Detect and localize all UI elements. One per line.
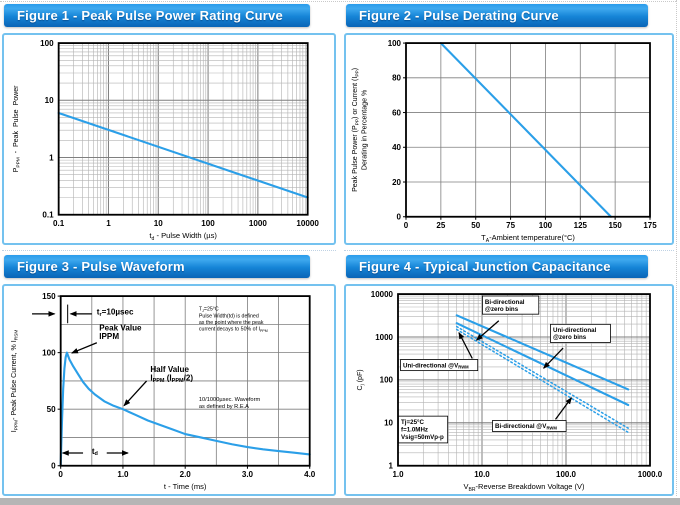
svg-text:1: 1 (389, 462, 394, 471)
svg-text:10.0: 10.0 (474, 470, 490, 479)
svg-text:IPPM- Peak Pulse Current, % IR: IPPM- Peak Pulse Current, % IRSM (11, 330, 20, 433)
svg-text:Pulse Width(td) is defined: Pulse Width(td) is defined (199, 313, 259, 319)
svg-text:100.0: 100.0 (556, 470, 577, 479)
svg-text:IPPM (IPPM/2): IPPM (IPPM/2) (150, 374, 193, 384)
svg-text:td: td (92, 447, 98, 457)
svg-text:150: 150 (608, 221, 622, 230)
svg-text:1000: 1000 (375, 333, 393, 342)
figures-grid: Figure 1 - Peak Pulse Power Rating Curve… (2, 4, 674, 496)
figure-2-title: Figure 2 - Pulse Derating Curve (359, 8, 559, 23)
svg-text:Uni-directional @VRWM: Uni-directional @VRWM (403, 362, 469, 369)
svg-text:tr=10µsec: tr=10µsec (97, 308, 134, 318)
svg-text:4.0: 4.0 (304, 470, 316, 479)
svg-text:Bi-directional @VRWM: Bi-directional @VRWM (495, 423, 557, 430)
svg-text:f=1.0MHz: f=1.0MHz (401, 426, 428, 433)
figure-1-title: Figure 1 - Peak Pulse Power Rating Curve (17, 8, 283, 23)
svg-text:10: 10 (384, 419, 393, 428)
svg-text:TA-Ambient temperature(°C): TA-Ambient temperature(°C) (481, 233, 575, 243)
svg-text:@zero bins: @zero bins (553, 334, 587, 341)
svg-text:as the point where the peak: as the point where the peak (199, 320, 264, 326)
svg-text:10/1000µsec. Waveform: 10/1000µsec. Waveform (199, 397, 261, 403)
svg-text:100: 100 (201, 219, 215, 228)
svg-text:IPPM: IPPM (99, 332, 119, 341)
figure-3-header: Figure 3 - Pulse Waveform (4, 255, 310, 278)
svg-text:0: 0 (51, 462, 56, 471)
figure-panel-4: Figure 4 - Typical Junction Capacitance … (344, 255, 674, 496)
figure-1-header: Figure 1 - Peak Pulse Power Rating Curve (4, 4, 310, 27)
svg-text:Bi-directional: Bi-directional (485, 299, 525, 306)
figure-3-title: Figure 3 - Pulse Waveform (17, 259, 185, 274)
svg-text:10: 10 (154, 219, 164, 228)
svg-text:as defined by R.E.A: as defined by R.E.A (199, 404, 249, 410)
svg-text:75: 75 (506, 221, 515, 230)
svg-text:20: 20 (392, 178, 401, 187)
svg-text:0: 0 (397, 213, 402, 222)
svg-text:60: 60 (392, 108, 401, 117)
figure-2-header: Figure 2 - Pulse Derating Curve (346, 4, 648, 27)
svg-text:80: 80 (392, 74, 401, 83)
svg-text:Cj (pF): Cj (pF) (357, 369, 365, 390)
page-separator (2, 250, 336, 251)
figure-1-chart: 0.1 1 10 100 1000 10000 0.1 1 10 100 td - Pulse Wi… (2, 33, 336, 245)
svg-text:Peak Value: Peak Value (99, 323, 142, 332)
svg-text:Derating in Percentage %: Derating in Percentage % (362, 90, 369, 170)
svg-text:0: 0 (58, 470, 63, 479)
svg-text:Half Value: Half Value (150, 365, 189, 374)
svg-text:100: 100 (539, 221, 553, 230)
svg-text:125: 125 (574, 221, 588, 230)
svg-text:0: 0 (404, 221, 409, 230)
svg-text:50: 50 (47, 405, 57, 414)
svg-text:100: 100 (380, 376, 394, 385)
svg-text:0.1: 0.1 (42, 211, 54, 220)
svg-text:1: 1 (106, 219, 111, 228)
svg-text:150: 150 (42, 292, 56, 301)
figure-3-chart-svg: 0 1.0 2.0 3.0 4.0 0 50 100 150 t - Time (ms) IPPM-… (11, 292, 316, 491)
figure-3-chart: 0 1.0 2.0 3.0 4.0 0 50 100 150 t - Time (ms) IPPM-… (2, 284, 336, 496)
svg-text:VBR-Reverse Breakdown Voltage: VBR-Reverse Breakdown Voltage (V) (464, 482, 585, 493)
svg-text:100: 100 (40, 39, 54, 48)
svg-text:1.0: 1.0 (117, 470, 129, 479)
figure-panel-3: Figure 3 - Pulse Waveform 0 1.0 2.0 3.0 4.0 0… (2, 255, 336, 496)
page-separator (0, 1, 676, 2)
svg-text:175: 175 (643, 221, 657, 230)
figure-2-chart: 0 25 50 75 100 125 150 175 0 20 40 60 80 100 TA-Ambien… (344, 33, 674, 245)
figure-4-header: Figure 4 - Typical Junction Capacitance (346, 255, 648, 278)
figure-panel-2: Figure 2 - Pulse Derating Curve 0 25 50 75 1… (344, 4, 674, 245)
svg-text:10: 10 (45, 96, 55, 105)
svg-text:@zero bins: @zero bins (485, 306, 519, 313)
svg-text:10000: 10000 (296, 219, 319, 228)
svg-text:40: 40 (392, 143, 401, 152)
figure-4-title: Figure 4 - Typical Junction Capacitance (359, 259, 611, 274)
svg-text:10000: 10000 (371, 290, 394, 299)
page-separator (344, 250, 674, 251)
svg-text:0.1: 0.1 (53, 219, 65, 228)
svg-text:1000.0: 1000.0 (638, 470, 663, 479)
svg-text:Vsig=50mVp-p: Vsig=50mVp-p (401, 434, 444, 441)
svg-text:1: 1 (49, 153, 54, 162)
svg-text:1000: 1000 (249, 219, 268, 228)
figure-1-chart-svg: 0.1 1 10 100 1000 10000 0.1 1 10 100 td - Pulse Wi… (13, 39, 319, 242)
svg-text:2.0: 2.0 (180, 470, 192, 479)
svg-text:3.0: 3.0 (242, 470, 254, 479)
svg-text:50: 50 (471, 221, 480, 230)
svg-text:current decays to 50% of IPPM: current decays to 50% of IPPM (199, 327, 268, 333)
svg-text:1.0: 1.0 (392, 470, 404, 479)
page-separator (676, 0, 677, 496)
svg-text:100: 100 (388, 39, 402, 48)
svg-text:Peak Pulse Power (PPP) or Curr: Peak Pulse Power (PPP) or Current (IPP) (352, 68, 360, 192)
svg-text:Uni-directional: Uni-directional (553, 327, 597, 334)
svg-text:100: 100 (42, 348, 56, 357)
svg-text:TJ=25°C: TJ=25°C (199, 307, 219, 313)
figure-4-chart: 1.0 10.0 100.0 1000.0 1 10 100 1000 10000 VBR-Rev… (344, 284, 674, 496)
svg-text:PPPM - Peak Pulse Power: PPPM - Peak Pulse Power (13, 85, 22, 172)
figure-2-chart-svg: 0 25 50 75 100 125 150 175 0 20 40 60 80 100 TA-Ambien… (352, 39, 657, 243)
figure-panel-1: Figure 1 - Peak Pulse Power Rating Curve… (2, 4, 336, 245)
svg-text:t - Time (ms): t - Time (ms) (164, 482, 207, 491)
page-edge (0, 498, 680, 505)
svg-text:td - Pulse Width (µs): td - Pulse Width (µs) (149, 231, 217, 242)
svg-text:Tj=25°C: Tj=25°C (401, 419, 424, 426)
figure-4-chart-svg: 1.0 10.0 100.0 1000.0 1 10 100 1000 10000 VBR-Rev… (357, 290, 663, 493)
svg-text:25: 25 (436, 221, 445, 230)
